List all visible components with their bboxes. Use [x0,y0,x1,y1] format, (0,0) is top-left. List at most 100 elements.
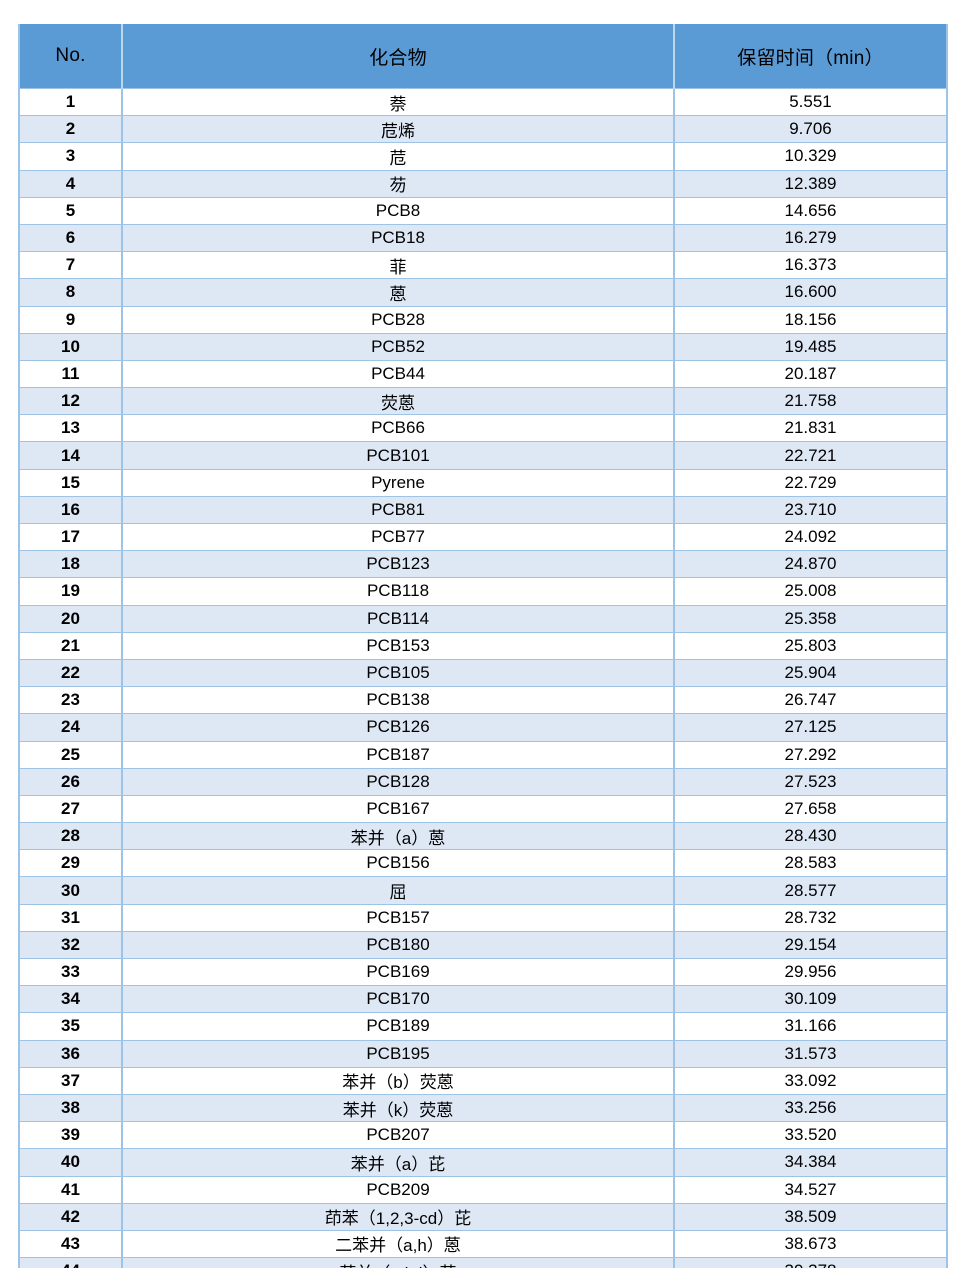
table-row: 3 苊 10.329 [18,142,948,171]
cell-no: 9 [18,305,123,334]
table-row: 38 苯并（k）荧蒽 33.256 [18,1093,948,1123]
table-row: 33 PCB169 29.956 [18,957,948,987]
cell-compound: PCB101 [121,441,675,470]
cell-compound: PCB114 [121,604,675,633]
cell-no: 33 [18,957,123,987]
cell-retention-time: 33.256 [673,1093,948,1123]
cell-compound: 屈 [121,876,675,905]
cell-compound: 荧蒽 [121,387,675,416]
cell-no: 39 [18,1121,123,1150]
table-row: 37 苯并（b）荧蒽 33.092 [18,1066,948,1095]
cell-no: 14 [18,441,123,470]
cell-compound: PCB118 [121,577,675,606]
cell-retention-time: 16.373 [673,251,948,280]
cell-compound: PCB187 [121,740,675,769]
cell-retention-time: 25.358 [673,604,948,633]
table-row: 44苯并（g,h,i）苝39.378 [18,1257,948,1268]
cell-compound: PCB105 [121,658,675,688]
compound-retention-time-table: No. 化合物 保留时间（min） 1 萘 5.551 2 苊烯 9.706 3 苊 10.32… [18,24,948,1268]
table-row: 14 PCB101 22.721 [18,441,948,470]
cell-retention-time: 28.577 [673,876,948,905]
table-row: 17 PCB77 24.092 [18,522,948,552]
table-row: 22 PCB105 25.904 [18,658,948,688]
cell-retention-time: 30.109 [673,985,948,1014]
cell-compound: Pyrene [121,468,675,497]
cell-retention-time: 18.156 [673,305,948,334]
cell-compound: PCB8 [121,196,675,225]
cell-no: 10 [18,332,123,361]
cell-compound: PCB28 [121,305,675,334]
cell-compound: 苊烯 [121,115,675,144]
cell-compound: PCB138 [121,686,675,715]
cell-retention-time: 10.329 [673,142,948,171]
table-row: 32 PCB180 29.154 [18,930,948,960]
cell-retention-time: 14.656 [673,196,948,225]
table-row: 10 PCB52 19.485 [18,332,948,361]
cell-compound: PCB18 [121,223,675,253]
cell-retention-time: 28.430 [673,822,948,851]
cell-retention-time: 31.573 [673,1039,948,1068]
table-row: 16 PCB81 23.710 [18,495,948,525]
table-row: 24 PCB126 27.125 [18,713,948,742]
cell-no: 22 [18,658,123,688]
table-row: 2 苊烯 9.706 [18,115,948,144]
table-row: 8 蒽 16.600 [18,278,948,307]
cell-no: 11 [18,359,123,389]
cell-compound: 菲 [121,251,675,280]
cell-retention-time: 16.279 [673,223,948,253]
table-row: 20 PCB114 25.358 [18,604,948,633]
cell-retention-time: 16.600 [673,278,948,307]
table-row: 25 PCB187 27.292 [18,740,948,769]
cell-retention-time: 34.384 [673,1148,948,1177]
cell-retention-time: 27.292 [673,740,948,769]
cell-compound: 苯并（k）荧蒽 [121,1093,675,1123]
cell-compound: PCB157 [121,903,675,932]
table-row: 34 PCB170 30.109 [18,985,948,1014]
cell-retention-time: 28.583 [673,849,948,878]
cell-compound: PCB123 [121,550,675,579]
cell-no: 12 [18,387,123,416]
cell-compound: PCB44 [121,359,675,389]
cell-no: 23 [18,686,123,715]
cell-no: 21 [18,631,123,660]
cell-compound: PCB81 [121,495,675,525]
cell-no: 27 [18,794,123,824]
cell-compound: PCB169 [121,957,675,987]
column-header-no: No. [18,24,123,89]
cell-compound: 芴 [121,169,675,198]
cell-compound: PCB156 [121,849,675,878]
cell-retention-time: 24.870 [673,550,948,579]
cell-retention-time: 25.904 [673,658,948,688]
cell-compound: PCB128 [121,767,675,796]
cell-no: 44 [18,1257,123,1268]
cell-no: 7 [18,251,123,280]
table-row: 42 茚苯（1,2,3-cd）芘 38.509 [18,1202,948,1231]
cell-no: 37 [18,1066,123,1095]
cell-no: 28 [18,822,123,851]
cell-no: 17 [18,522,123,552]
cell-no: 42 [18,1202,123,1231]
cell-retention-time: 38.509 [673,1202,948,1231]
cell-compound: 苯并（b）荧蒽 [121,1066,675,1095]
cell-compound: PCB195 [121,1039,675,1068]
table-row: 13 PCB66 21.831 [18,414,948,443]
cell-compound: 苊 [121,142,675,171]
cell-no: 43 [18,1229,123,1259]
cell-no: 40 [18,1148,123,1177]
cell-retention-time: 22.721 [673,441,948,470]
cell-compound: PCB153 [121,631,675,660]
cell-no: 30 [18,876,123,905]
cell-no: 24 [18,713,123,742]
table-row: 21 PCB153 25.803 [18,631,948,660]
cell-compound: 茚苯（1,2,3-cd）芘 [121,1202,675,1231]
cell-no: 20 [18,604,123,633]
cell-compound: PCB77 [121,522,675,552]
cell-retention-time: 27.523 [673,767,948,796]
table-row: 31 PCB157 28.732 [18,903,948,932]
cell-no: 31 [18,903,123,932]
cell-retention-time: 28.732 [673,903,948,932]
table-row: 7 菲 16.373 [18,251,948,280]
cell-retention-time: 20.187 [673,359,948,389]
cell-compound: 蒽 [121,278,675,307]
table-row: 15 Pyrene 22.729 [18,468,948,497]
